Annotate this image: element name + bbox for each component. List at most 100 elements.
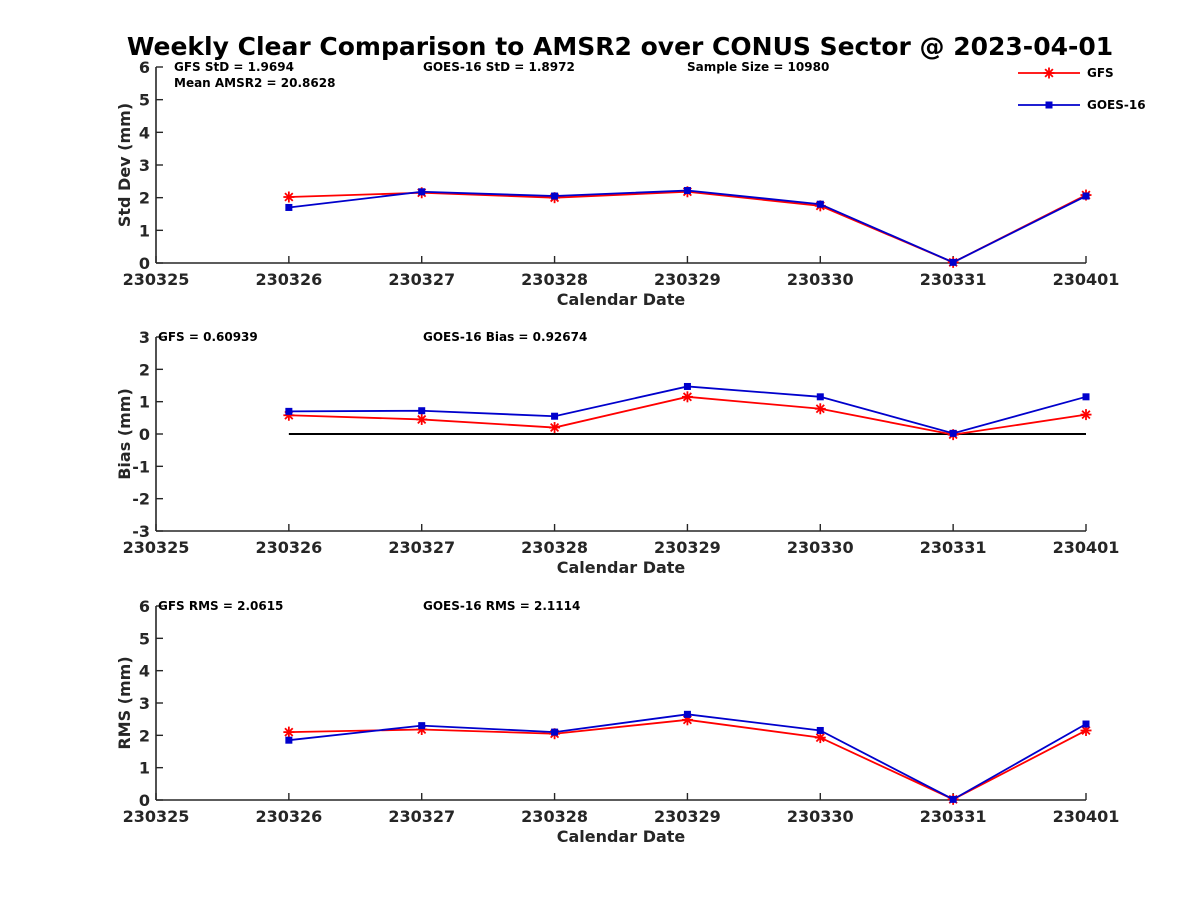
y-axis-label: RMS (mm): [115, 656, 134, 749]
data-point: [551, 728, 559, 736]
x-tick-label: 230329: [654, 270, 721, 289]
data-point: [551, 192, 559, 200]
series-goes-16: [285, 710, 1090, 803]
x-tick-label: 230327: [388, 807, 455, 826]
data-point: [283, 191, 295, 203]
x-tick-label: 230401: [1053, 270, 1120, 289]
series-line: [288, 189, 1087, 264]
stat-annotation: GFS StD = 1.9694: [174, 60, 294, 74]
y-axis-label: Bias (mm): [115, 388, 134, 480]
data-point: [1082, 720, 1090, 728]
data-point: [418, 407, 426, 415]
legend-label: GOES-16: [1087, 98, 1146, 112]
y-tick-label: 4: [139, 123, 150, 142]
x-tick-label: 230327: [388, 538, 455, 557]
series-line: [288, 718, 1087, 801]
x-tick-label: 230329: [654, 807, 721, 826]
y-tick-label: 3: [139, 156, 150, 175]
y-tick-label: 6: [139, 58, 150, 77]
stat-annotation: GOES-16 Bias = 0.92674: [423, 330, 587, 344]
y-tick-label: 3: [139, 328, 150, 347]
panel-3: 0 1 2 3 4 5 6 230325 230326 230327 230328 230329 230…: [115, 597, 1119, 846]
y-tick-label: 0: [139, 425, 150, 444]
data-point: [285, 407, 293, 415]
y-tick-label: 3: [139, 694, 150, 713]
data-point: [418, 188, 426, 196]
stat-annotation: GOES-16 RMS = 2.1114: [423, 599, 580, 613]
series-goes-16: [285, 382, 1090, 437]
data-point: [949, 258, 957, 266]
x-tick-label: 230329: [654, 538, 721, 557]
stat-annotation: GOES-16 StD = 1.8972: [423, 60, 575, 74]
x-tick-label: 230328: [521, 807, 588, 826]
x-axis-label: Calendar Date: [557, 290, 686, 309]
series-goes-16: [285, 186, 1090, 266]
y-tick-label: 1: [139, 759, 150, 778]
y-tick-label: 4: [139, 662, 150, 681]
data-point: [551, 412, 559, 420]
data-point: [814, 403, 826, 415]
y-tick-label: 1: [139, 221, 150, 240]
data-point: [1082, 192, 1090, 200]
stat-annotation: Mean AMSR2 = 20.8628: [174, 76, 335, 90]
legend-label: GFS: [1087, 66, 1114, 80]
x-tick-label: 230331: [920, 538, 987, 557]
legend-entry-goes-16: GOES-16: [1018, 98, 1146, 112]
legend: GFS GOES-16: [1018, 66, 1146, 112]
y-tick-label: 6: [139, 597, 150, 616]
data-point: [949, 795, 957, 803]
legend-entry-gfs: GFS: [1018, 66, 1114, 80]
x-tick-label: 230325: [123, 538, 190, 557]
x-tick-label: 230327: [388, 270, 455, 289]
x-tick-label: 230326: [255, 538, 322, 557]
data-point: [1080, 409, 1092, 421]
y-tick-label: -3: [132, 522, 150, 541]
x-tick-label: 230330: [787, 807, 854, 826]
y-tick-label: -2: [132, 490, 150, 509]
data-point: [816, 726, 824, 734]
panel-2: -3 -2 -1 0 1 2 3 230325 230326 230327 230328 230329…: [115, 328, 1119, 577]
panel-1: 0 1 2 3 4 5 6 230325 230326 230327 230328 230329 230…: [115, 58, 1119, 309]
data-point: [418, 722, 426, 730]
x-tick-label: 230331: [920, 270, 987, 289]
x-tick-label: 230326: [255, 807, 322, 826]
y-tick-label: 0: [139, 254, 150, 273]
data-point: [816, 200, 824, 208]
y-tick-label: -1: [132, 457, 150, 476]
x-tick-label: 230330: [787, 538, 854, 557]
y-tick-label: 5: [139, 629, 150, 648]
data-point: [681, 391, 693, 403]
data-point: [283, 726, 295, 738]
y-tick-label: 2: [139, 726, 150, 745]
data-point: [683, 186, 691, 194]
y-tick-label: 2: [139, 360, 150, 379]
data-point: [549, 422, 561, 434]
data-point: [285, 736, 293, 744]
y-tick-label: 5: [139, 91, 150, 110]
data-point: [683, 382, 691, 390]
series-gfs: [283, 186, 1092, 268]
y-tick-label: 1: [139, 393, 150, 412]
x-tick-label: 230326: [255, 270, 322, 289]
y-tick-label: 2: [139, 189, 150, 208]
x-tick-label: 230401: [1053, 538, 1120, 557]
figure-title: Weekly Clear Comparison to AMSR2 over CO…: [127, 32, 1113, 61]
series-line: [288, 713, 1087, 801]
x-tick-label: 230331: [920, 807, 987, 826]
x-tick-label: 230328: [521, 270, 588, 289]
series-gfs: [283, 391, 1092, 441]
data-point: [816, 393, 824, 401]
stat-annotation: GFS RMS = 2.0615: [158, 599, 283, 613]
data-point: [949, 429, 957, 437]
stat-annotation: Sample Size = 10980: [687, 60, 829, 74]
x-tick-label: 230328: [521, 538, 588, 557]
y-tick-label: 0: [139, 791, 150, 810]
x-tick-label: 230330: [787, 270, 854, 289]
data-point: [683, 710, 691, 718]
series-line: [288, 190, 1087, 264]
data-point: [1082, 393, 1090, 401]
x-axis-label: Calendar Date: [557, 558, 686, 577]
legend-marker: [1043, 67, 1055, 79]
